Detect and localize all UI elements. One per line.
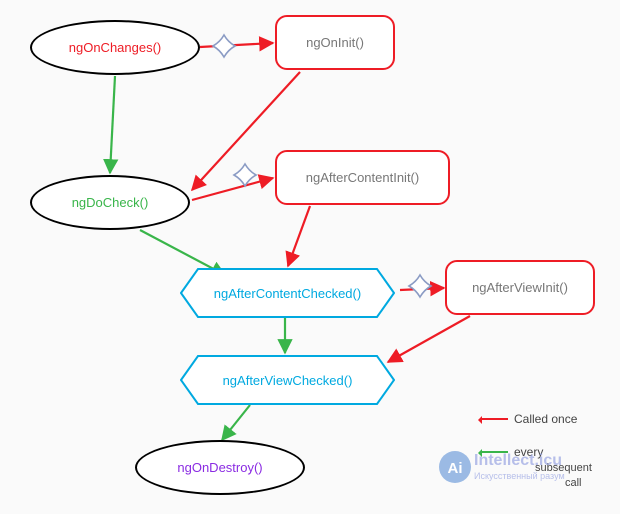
edge-ngAfterContentInit-ngAfterContentChecked [288, 206, 310, 266]
edge-ngOnChanges-ngOnInit [200, 43, 273, 47]
node-label-ngOnDestroy: ngOnDestroy() [177, 460, 262, 475]
watermark-text: Intellect.icu [474, 452, 562, 469]
node-ngAfterContentInit: ngAfterContentInit() [275, 150, 450, 205]
svg-text:Ai: Ai [448, 460, 463, 477]
node-ngAfterViewInit: ngAfterViewInit() [445, 260, 595, 315]
node-label-ngAfterContentInit: ngAfterContentInit() [306, 170, 419, 185]
legend-call: call [565, 477, 582, 489]
watermark-icon: Ai [438, 450, 472, 484]
node-label-ngOnInit: ngOnInit() [306, 35, 364, 50]
legend-called-once: Called once [480, 412, 577, 426]
hex-border-ngAfterViewChecked [180, 355, 395, 405]
watermark: Intellect.icu Искусственный разум [474, 452, 565, 482]
edge-ngDoCheck-ngAfterContentInit [192, 178, 273, 200]
node-label-ngAfterViewInit: ngAfterViewInit() [472, 280, 568, 295]
legend-called-once-label: Called once [514, 412, 577, 426]
edge-ngAfterViewChecked-ngOnDestroy [222, 405, 250, 440]
node-ngOnInit: ngOnInit() [275, 15, 395, 70]
edge-ngAfterViewInit-ngAfterViewChecked [388, 316, 470, 362]
edge-ngOnChanges-ngDoCheck [110, 76, 115, 173]
edges-layer [0, 0, 620, 514]
hex-border-ngAfterContentChecked [180, 268, 395, 318]
node-label-ngOnChanges: ngOnChanges() [69, 40, 162, 55]
node-ngOnDestroy: ngOnDestroy() [135, 440, 305, 495]
node-label-ngDoCheck: ngDoCheck() [72, 195, 149, 210]
node-ngOnChanges: ngOnChanges() [30, 20, 200, 75]
watermark-sub: Искусственный разум [474, 471, 565, 481]
star-icon-2 [409, 275, 431, 297]
node-ngDoCheck: ngDoCheck() [30, 175, 190, 230]
star-icon-0 [213, 35, 235, 57]
